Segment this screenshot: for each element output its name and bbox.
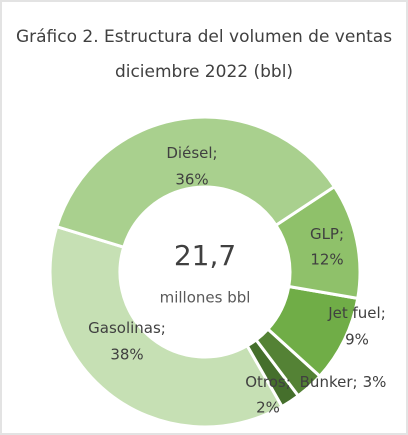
- data-label-value: 9%: [345, 331, 369, 349]
- label-separator: ;: [381, 304, 386, 322]
- data-label-value: 2%: [256, 399, 280, 417]
- data-label: Diésel;: [166, 144, 217, 162]
- label-separator: ;: [161, 319, 166, 337]
- label-category: Gasolinas: [88, 319, 161, 337]
- label-separator: ;: [339, 225, 344, 243]
- label-category: Otros: [245, 373, 286, 391]
- data-label: Otros;: [245, 373, 291, 391]
- data-label-value: 38%: [110, 346, 143, 364]
- donut-segment: [48, 224, 285, 429]
- center-unit: millones bbl: [160, 289, 251, 307]
- label-category: Bunker: [300, 373, 354, 391]
- data-label: Jet fuel;: [327, 304, 386, 322]
- label-category: Diésel: [166, 144, 212, 162]
- label-separator: ;: [213, 144, 218, 162]
- donut-segment: [273, 184, 362, 301]
- label-category: GLP: [310, 225, 339, 243]
- label-category: Jet fuel: [327, 304, 381, 322]
- donut-segment: [54, 115, 337, 250]
- label-separator: ;: [353, 373, 358, 391]
- chart-title: Gráfico 2. Estructura del volumen de ven…: [15, 27, 393, 82]
- data-label: GLP;: [310, 225, 344, 243]
- data-label: Bunker; 3%: [300, 373, 387, 391]
- data-label-value: 12%: [310, 251, 343, 269]
- donut-segment: [265, 284, 360, 379]
- data-label-value: 36%: [175, 171, 208, 189]
- data-label: Gasolinas;: [88, 319, 166, 337]
- label-separator: ;: [286, 373, 291, 391]
- label-value: 3%: [363, 373, 387, 391]
- center-value: 21,7: [174, 239, 236, 272]
